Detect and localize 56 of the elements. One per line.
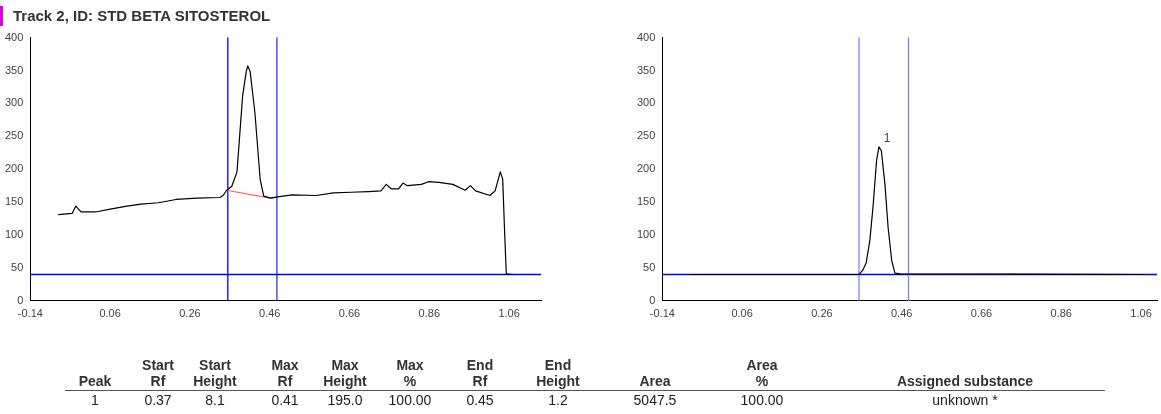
y-tick-label: 0 xyxy=(17,293,24,306)
text: Assigned substance xyxy=(896,373,1034,389)
y-tick-label: 300 xyxy=(636,96,656,109)
y-tick-label: 100 xyxy=(4,228,24,241)
y-tick-label: 250 xyxy=(4,129,24,142)
text: 195.0 xyxy=(327,392,363,408)
text: 0.45 xyxy=(466,392,494,408)
text: 1 xyxy=(91,392,99,408)
x-tick-label: 0.06 xyxy=(731,307,753,320)
text: Area % xyxy=(746,357,778,389)
text: 5047.5 xyxy=(633,392,677,408)
x-tick-label: 0.06 xyxy=(99,307,121,320)
y-tick-label: 350 xyxy=(4,63,24,76)
text: End Height xyxy=(536,357,580,389)
x-tick-label: 0.66 xyxy=(338,307,361,320)
y-tick-label: 100 xyxy=(636,228,656,241)
chart-title: Track 2, ID: STD BETA SITOSTEROL xyxy=(0,6,271,26)
text: Start Height xyxy=(193,357,237,389)
text: 0.37 xyxy=(144,392,172,408)
text: 8.1 xyxy=(205,392,225,408)
y-tick-label: 350 xyxy=(636,63,656,76)
x-tick-label: 0.46 xyxy=(890,307,913,320)
y-tick-label: 300 xyxy=(4,96,24,109)
text: Peak xyxy=(78,373,112,389)
x-tick-label: -0.14 xyxy=(17,307,43,320)
text: Start Rf xyxy=(142,357,174,389)
y-tick-label: 400 xyxy=(4,30,24,43)
y-tick-label: 150 xyxy=(4,195,24,208)
x-tick-label: -0.14 xyxy=(649,307,675,320)
annotation: 1 xyxy=(883,131,891,146)
y-tick-label: 150 xyxy=(636,195,656,208)
text: unknown * xyxy=(932,392,998,408)
text: 0.41 xyxy=(271,392,299,408)
x-tick-label: 1.06 xyxy=(1130,307,1152,320)
text: End Rf xyxy=(466,357,494,389)
x-tick-label: 0.26 xyxy=(179,307,201,320)
x-tick-label: 1.06 xyxy=(498,307,520,320)
text: Max % xyxy=(396,357,424,389)
text: 1.2 xyxy=(548,392,568,408)
text: Area xyxy=(639,373,671,389)
y-tick-label: 250 xyxy=(636,129,656,142)
y-tick-label: 200 xyxy=(636,162,656,175)
x-tick-label: 0.86 xyxy=(418,307,441,320)
y-tick-label: 50 xyxy=(643,260,656,273)
x-tick-label: 0.66 xyxy=(970,307,993,320)
x-tick-label: 0.46 xyxy=(259,307,281,320)
y-tick-label: 0 xyxy=(649,293,656,306)
x-tick-label: 0.26 xyxy=(811,307,833,320)
text: 100.00 xyxy=(740,392,784,408)
y-tick-label: 200 xyxy=(4,162,24,175)
text: Max Rf xyxy=(271,357,299,389)
text: Max Height xyxy=(323,357,367,389)
text: 100.00 xyxy=(388,392,432,408)
y-tick-label: 50 xyxy=(11,260,24,273)
x-tick-label: 0.86 xyxy=(1050,307,1072,320)
y-tick-label: 400 xyxy=(636,30,656,43)
